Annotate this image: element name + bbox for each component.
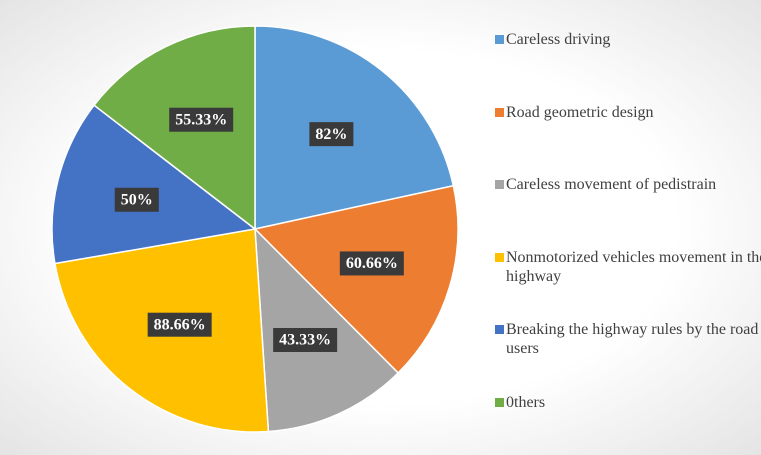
legend-label: Breaking the highway rules by the road u… bbox=[506, 321, 759, 357]
pie-slice bbox=[51, 104, 257, 265]
data-label-text: 60.66% bbox=[346, 255, 398, 272]
legend-swatch bbox=[495, 397, 504, 407]
legend-item: Road geometric design bbox=[495, 103, 761, 176]
legend-label: Nonmotorized vehicles movement in the hi… bbox=[506, 248, 761, 285]
legend-swatch bbox=[495, 252, 504, 262]
data-label: 60.66% bbox=[339, 251, 404, 276]
legend-label: Careless driving bbox=[506, 31, 611, 48]
data-label-box bbox=[273, 327, 338, 352]
data-label: 50% bbox=[114, 187, 159, 212]
legend-swatch bbox=[495, 325, 504, 334]
legend-label: Road geometric design bbox=[506, 103, 654, 121]
data-label-box bbox=[169, 107, 234, 132]
data-label: 43.33% bbox=[273, 327, 338, 352]
pie-slice bbox=[254, 25, 455, 230]
data-label-box bbox=[339, 251, 404, 276]
data-label-box bbox=[309, 122, 354, 147]
legend-swatch bbox=[495, 35, 504, 44]
data-label-text: 82% bbox=[315, 126, 347, 143]
data-label: 55.33% bbox=[169, 107, 234, 132]
legend-swatch bbox=[495, 107, 504, 117]
legend-swatch bbox=[495, 180, 504, 189]
data-label-text: 88.66% bbox=[154, 316, 206, 333]
legend-item: Careless movement of pedistrain bbox=[495, 175, 761, 248]
legend-label: 0thers bbox=[506, 393, 546, 411]
data-label-text: 50% bbox=[121, 191, 153, 208]
data-label: 88.66% bbox=[147, 312, 212, 337]
legend-item: Breaking the highway rules by the road u… bbox=[495, 320, 761, 393]
legend-item: Nonmotorized vehicles movement in the hi… bbox=[495, 248, 761, 321]
data-label-box bbox=[147, 312, 212, 337]
data-label-text: 55.33% bbox=[175, 111, 227, 128]
data-label-text: 43.33% bbox=[279, 332, 331, 349]
data-label-box bbox=[114, 187, 159, 212]
pie-slice bbox=[253, 184, 459, 375]
legend: Careless driving Road geometric design Car… bbox=[495, 30, 761, 455]
data-label: 82% bbox=[309, 122, 354, 147]
legend-label: Careless movement of pedistrain bbox=[506, 176, 717, 193]
legend-item: Careless driving bbox=[495, 30, 761, 103]
legend-item: 0thers bbox=[495, 393, 761, 455]
